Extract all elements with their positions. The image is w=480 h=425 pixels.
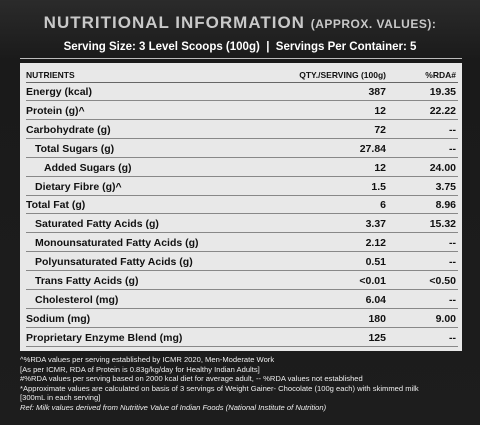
rda: --	[449, 331, 456, 344]
rda: 15.32	[429, 218, 456, 231]
rda: --	[449, 237, 456, 250]
quantity: 2.12	[365, 237, 386, 250]
nutrient-row: Total Sugars (g) 27.84 --	[26, 140, 458, 158]
rda: 9.00	[435, 312, 456, 325]
nutrient-name: Proprietary Enzyme Blend (mg)	[26, 331, 183, 344]
nutrient-row: Carbohydrate (g) 72 --	[26, 121, 458, 139]
quantity: 12	[374, 161, 386, 174]
nutrient-row: Polyunsaturated Fatty Acids (g) 0.51 --	[26, 253, 458, 272]
column-header: %RDA#	[425, 70, 456, 80]
nutrient-name: Added Sugars (g)	[44, 161, 132, 174]
title-main: NUTRITIONAL INFORMATION	[43, 13, 305, 32]
nutrient-name: Cholesterol (mg)	[35, 293, 119, 306]
rda: 19.35	[429, 86, 456, 98]
rda: --	[449, 293, 456, 306]
quantity: 1.5	[371, 180, 386, 193]
quantity: 0.51	[365, 256, 386, 269]
quantity: 6.04	[365, 293, 386, 306]
nutrient-row: Protein (g)^ 12 22.22	[26, 102, 458, 120]
rda: 3.75	[435, 180, 456, 193]
footnote: #%RDA values per serving based on 2000 k…	[20, 374, 363, 384]
nutrient-row: Added Sugars (g) 12 24.00	[26, 159, 458, 177]
quantity: 72	[374, 123, 386, 136]
rda: --	[449, 123, 456, 136]
nutrient-row: Monounsaturated Fatty Acids (g) 2.12 --	[26, 234, 458, 253]
nutrient-row: Saturated Fatty Acids (g) 3.37 15.32	[26, 215, 458, 234]
nutrient-name: Dietary Fibre (g)^	[35, 180, 122, 193]
nutrient-row: Proprietary Enzyme Blend (mg) 125 --	[26, 329, 458, 347]
rda: <0.50	[429, 275, 456, 287]
nutrient-name: Total Sugars (g)	[35, 142, 115, 155]
quantity: 3.37	[365, 218, 386, 231]
rda: --	[449, 256, 456, 269]
quantity: 180	[368, 312, 386, 325]
nutrient-name: Sodium (mg)	[26, 312, 91, 325]
nutrient-name: Saturated Fatty Acids (g)	[35, 218, 159, 231]
rda: --	[449, 142, 456, 155]
nutrition-table: NUTRIENTS QTY./SERVING (100g) %RDA# Energy …	[20, 63, 462, 351]
nutrient-name: Monounsaturated Fatty Acids (g)	[35, 237, 199, 250]
nutrient-name: Polyunsaturated Fatty Acids (g)	[35, 256, 193, 269]
nutrient-name: Protein (g)^	[26, 104, 85, 117]
column-header: QTY./SERVING (100g)	[299, 70, 386, 80]
nutrient-row: Trans Fatty Acids (g) <0.01 <0.50	[26, 272, 458, 290]
quantity: 27.84	[359, 142, 386, 155]
footnote: ^%RDA values per serving established by …	[20, 355, 275, 364]
nutrient-row: Dietary Fibre (g)^ 1.5 3.75	[26, 178, 458, 196]
serving-info: Serving Size: 3 Level Scoops (100g) | Se…	[63, 41, 417, 53]
nutrient-name: Energy (kcal)	[26, 86, 92, 98]
quantity: 387	[368, 86, 386, 98]
title: NUTRITIONAL INFORMATION (APPROX. VALUES)…	[0, 13, 480, 33]
header-row: NUTRIENTS QTY./SERVING (100g) %RDA#	[26, 65, 458, 83]
rda: 8.96	[435, 199, 456, 212]
rda: 24.00	[429, 161, 456, 174]
quantity: 12	[374, 104, 386, 117]
nutrient-row: Energy (kcal) 387 19.35	[26, 83, 458, 101]
nutrient-row: Total Fat (g) 6 8.96	[26, 196, 458, 215]
footnote: [As per ICMR, RDA of Protein is 0.83g/kg…	[20, 364, 260, 374]
nutrient-name: Carbohydrate (g)	[26, 123, 111, 136]
quantity: 6	[380, 199, 386, 212]
divider	[20, 58, 462, 59]
nutrient-name: Total Fat (g)	[26, 199, 86, 212]
quantity: <0.01	[359, 275, 386, 287]
column-header: NUTRIENTS	[26, 70, 75, 80]
rda: 22.22	[429, 104, 456, 117]
footnotes: ^%RDA values per serving established by …	[20, 355, 470, 413]
title-suffix: (APPROX. VALUES):	[310, 17, 437, 31]
nutrient-name: Trans Fatty Acids (g)	[35, 275, 139, 287]
quantity: 125	[368, 331, 386, 344]
footnote: [300mL in each serving]	[20, 393, 101, 403]
footnote: *Approximate values are calculated on ba…	[20, 383, 419, 393]
footnote: Ref: Milk values derived from Nutritive …	[20, 402, 327, 412]
nutrient-row: Cholesterol (mg) 6.04 --	[26, 291, 458, 309]
nutrient-row: Sodium (mg) 180 9.00	[26, 310, 458, 328]
